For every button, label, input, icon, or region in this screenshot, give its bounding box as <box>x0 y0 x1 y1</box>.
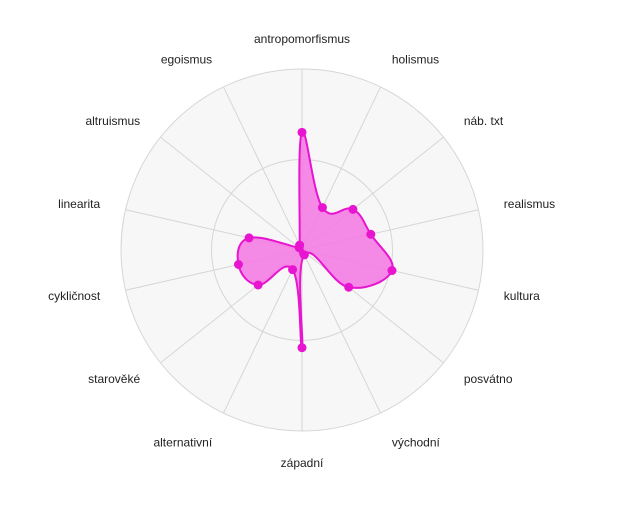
axis-label-1: holismus <box>392 52 439 66</box>
axis-label-8: alternativní <box>153 436 212 450</box>
grid-spoke <box>223 86 303 251</box>
data-point-2 <box>348 204 358 214</box>
axis-label-11: linearita <box>58 197 100 211</box>
grid-spoke <box>160 136 303 251</box>
data-point-13 <box>295 240 305 250</box>
data-point-8 <box>288 265 298 275</box>
axis-label-5: posvátno <box>464 372 513 386</box>
axis-label-0: antropomorfismus <box>254 32 350 46</box>
data-point-1 <box>317 203 327 213</box>
data-point-3 <box>366 229 376 239</box>
data-point-7 <box>297 343 307 353</box>
data-point-0 <box>297 127 307 137</box>
axis-label-4: kultura <box>504 289 540 303</box>
axis-labels: antropomorfismus holismus náb. txt realismu… <box>48 32 555 470</box>
grid-spoke <box>301 249 381 414</box>
axis-label-10: cykličnost <box>48 289 101 303</box>
axis-label-6: východní <box>392 436 441 450</box>
axis-label-7: západní <box>281 456 324 470</box>
axis-label-3: realismus <box>504 197 555 211</box>
data-point-4 <box>387 266 397 276</box>
data-point-6 <box>299 250 309 260</box>
axis-label-2: náb. txt <box>464 114 504 128</box>
data-point-9 <box>253 280 263 290</box>
axis-label-12: altruismus <box>85 114 140 128</box>
radar-series <box>233 127 397 353</box>
data-point-10 <box>233 259 243 269</box>
axis-label-13: egoismus <box>161 52 212 66</box>
grid-spoke <box>223 249 303 414</box>
axis-label-9: starověké <box>88 372 140 386</box>
data-point-5 <box>344 282 354 292</box>
data-point-11 <box>244 233 254 243</box>
